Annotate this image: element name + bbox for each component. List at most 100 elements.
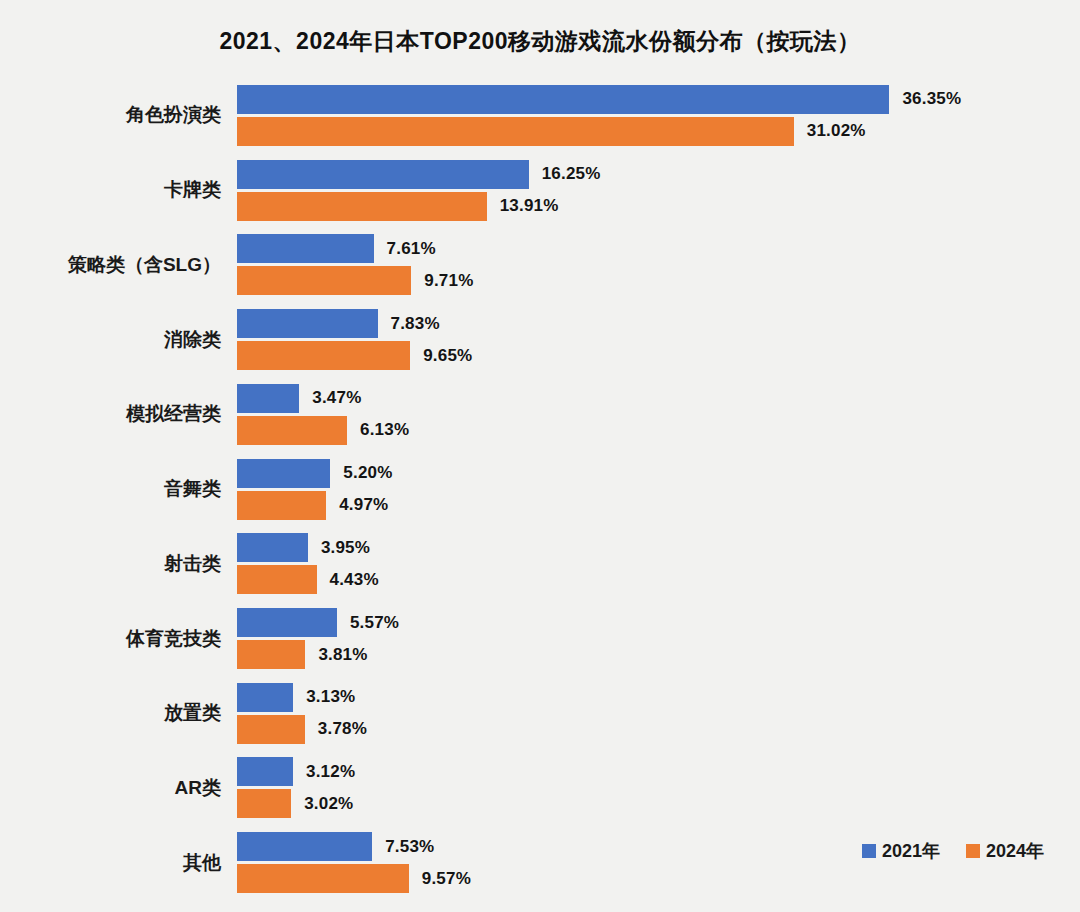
bar-line-2021: 3.95% xyxy=(237,533,1080,562)
value-label-2021: 5.20% xyxy=(343,463,392,483)
bar-2021 xyxy=(237,533,308,562)
bar-2024 xyxy=(237,117,794,146)
category-label: 体育竞技类 xyxy=(0,626,237,652)
value-label-2021: 7.53% xyxy=(385,837,434,857)
legend-label: 2021年 xyxy=(882,839,940,863)
value-label-2024: 3.02% xyxy=(304,794,353,814)
bar-2024 xyxy=(237,789,291,818)
chart-row: 消除类 7.83% 9.65% xyxy=(0,302,1080,377)
chart-row: 音舞类 5.20% 4.97% xyxy=(0,452,1080,527)
value-label-2021: 7.61% xyxy=(387,239,436,259)
bar-line-2021: 5.57% xyxy=(237,608,1080,637)
bar-line-2021: 3.13% xyxy=(237,683,1080,712)
bar-2024 xyxy=(237,491,326,520)
value-label-2021: 3.12% xyxy=(306,762,355,782)
bar-line-2024: 4.43% xyxy=(237,565,1080,594)
bar-line-2024: 3.02% xyxy=(237,789,1080,818)
bar-pair: 3.95% 4.43% xyxy=(237,533,1080,594)
bar-2024 xyxy=(237,715,305,744)
bar-line-2021: 36.35% xyxy=(237,85,1080,114)
value-label-2024: 3.81% xyxy=(318,645,367,665)
category-label: 策略类（含SLG） xyxy=(0,252,237,278)
chart-legend: 2021年 2024年 xyxy=(862,839,1044,863)
bar-line-2024: 6.13% xyxy=(237,416,1080,445)
category-label: 消除类 xyxy=(0,327,237,353)
bar-2021 xyxy=(237,85,889,114)
bar-line-2021: 7.61% xyxy=(237,234,1080,263)
bar-2021 xyxy=(237,459,330,488)
chart-row: 策略类（含SLG） 7.61% 9.71% xyxy=(0,227,1080,302)
value-label-2024: 4.43% xyxy=(330,570,379,590)
bar-2021 xyxy=(237,757,293,786)
bar-pair: 3.47% 6.13% xyxy=(237,384,1080,445)
value-label-2024: 4.97% xyxy=(339,495,388,515)
bar-chart-plot-area: 角色扮演类 36.35% 31.02% 卡牌类 16.25% 13.91% 策略类（含SLG… xyxy=(0,78,1080,900)
bar-line-2021: 3.12% xyxy=(237,757,1080,786)
bar-line-2024: 9.65% xyxy=(237,341,1080,370)
bar-line-2024: 13.91% xyxy=(237,192,1080,221)
value-label-2021: 7.83% xyxy=(391,314,440,334)
bar-2024 xyxy=(237,341,410,370)
category-label: 放置类 xyxy=(0,700,237,726)
bar-pair: 7.83% 9.65% xyxy=(237,309,1080,370)
category-label: 射击类 xyxy=(0,551,237,577)
bar-2024 xyxy=(237,192,487,221)
bar-line-2024: 9.57% xyxy=(237,864,1080,893)
bar-line-2024: 3.81% xyxy=(237,640,1080,669)
legend-swatch-icon xyxy=(966,844,980,858)
bar-pair: 5.57% 3.81% xyxy=(237,608,1080,669)
chart-row: 模拟经营类 3.47% 6.13% xyxy=(0,377,1080,452)
bar-2024 xyxy=(237,565,317,594)
chart-row: 角色扮演类 36.35% 31.02% xyxy=(0,78,1080,153)
chart-row: 射击类 3.95% 4.43% xyxy=(0,526,1080,601)
value-label-2024: 9.65% xyxy=(423,346,472,366)
bar-pair: 16.25% 13.91% xyxy=(237,160,1080,221)
bar-line-2021: 7.83% xyxy=(237,309,1080,338)
bar-2021 xyxy=(237,309,378,338)
chart-row: 放置类 3.13% 3.78% xyxy=(0,676,1080,751)
bar-line-2024: 4.97% xyxy=(237,491,1080,520)
value-label-2021: 3.95% xyxy=(321,538,370,558)
legend-swatch-icon xyxy=(862,844,876,858)
bar-2021 xyxy=(237,234,374,263)
category-label: 模拟经营类 xyxy=(0,401,237,427)
value-label-2024: 6.13% xyxy=(360,420,409,440)
bar-pair: 3.13% 3.78% xyxy=(237,683,1080,744)
chart-row: 卡牌类 16.25% 13.91% xyxy=(0,153,1080,228)
bar-pair: 36.35% 31.02% xyxy=(237,85,1080,146)
bar-2024 xyxy=(237,266,411,295)
chart-title: 2021、2024年日本TOP200移动游戏流水份额分布（按玩法） xyxy=(0,26,1080,57)
bar-2024 xyxy=(237,864,409,893)
bar-line-2021: 3.47% xyxy=(237,384,1080,413)
value-label-2021: 36.35% xyxy=(902,89,961,109)
bar-pair: 5.20% 4.97% xyxy=(237,459,1080,520)
category-label: 角色扮演类 xyxy=(0,102,237,128)
value-label-2024: 31.02% xyxy=(807,121,866,141)
legend-item-2024: 2024年 xyxy=(966,839,1044,863)
value-label-2024: 13.91% xyxy=(500,196,559,216)
value-label-2024: 3.78% xyxy=(318,719,367,739)
value-label-2024: 9.57% xyxy=(422,869,471,889)
value-label-2021: 16.25% xyxy=(542,164,601,184)
value-label-2021: 3.47% xyxy=(312,388,361,408)
bar-line-2021: 5.20% xyxy=(237,459,1080,488)
value-label-2021: 3.13% xyxy=(306,687,355,707)
bar-2021 xyxy=(237,832,372,861)
bar-2024 xyxy=(237,640,305,669)
bar-line-2021: 16.25% xyxy=(237,160,1080,189)
value-label-2021: 5.57% xyxy=(350,613,399,633)
category-label: 音舞类 xyxy=(0,476,237,502)
category-label: 其他 xyxy=(0,850,237,876)
bar-2021 xyxy=(237,683,293,712)
bar-2021 xyxy=(237,608,337,637)
bar-line-2024: 9.71% xyxy=(237,266,1080,295)
legend-label: 2024年 xyxy=(986,839,1044,863)
bar-pair: 7.61% 9.71% xyxy=(237,234,1080,295)
category-label: AR类 xyxy=(0,775,237,801)
bar-2024 xyxy=(237,416,347,445)
category-label: 卡牌类 xyxy=(0,177,237,203)
bar-2021 xyxy=(237,384,299,413)
chart-row: AR类 3.12% 3.02% xyxy=(0,751,1080,826)
value-label-2024: 9.71% xyxy=(424,271,473,291)
legend-item-2021: 2021年 xyxy=(862,839,940,863)
